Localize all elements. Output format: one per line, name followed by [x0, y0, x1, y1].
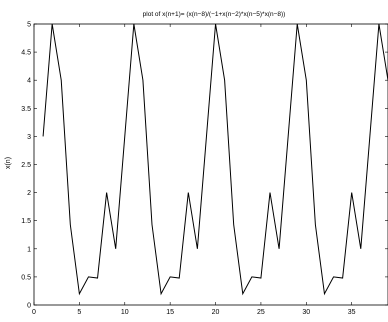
plot-frame [33, 23, 388, 306]
y-axis-label: x(n) [5, 157, 12, 169]
y-tick-label: 1.5 [21, 218, 31, 225]
y-tick-label: 1 [27, 246, 31, 253]
axis-ticks: 0 5 10 15 20 25 30 35 0 0.5 1 1.5 2 2.5 3 3.5 4 4.5 5 [21, 22, 388, 316]
x-tick-label: 30 [302, 309, 310, 316]
series-lines [42, 23, 388, 296]
y-tick-label: 5 [27, 22, 31, 29]
y-tick-label: 3.5 [21, 106, 31, 113]
x-tick-label: 35 [348, 309, 356, 316]
y-tick-label: 4.5 [21, 50, 31, 57]
y-tick-label: 2.5 [21, 162, 31, 169]
y-tick-label: 0 [27, 303, 31, 310]
y-tick-label: 4 [27, 78, 31, 85]
y-tick-label: 0.5 [21, 274, 31, 281]
series-line [42, 23, 388, 296]
x-tick-label: 25 [257, 309, 265, 316]
y-tick-label: 3 [27, 134, 31, 141]
y-tick-label: 2 [27, 190, 31, 197]
x-tick-label: 20 [212, 309, 220, 316]
x-tick-label: 15 [166, 309, 174, 316]
x-tick-label: 0 [32, 309, 36, 316]
x-tick-label: 10 [121, 309, 129, 316]
chart-title: plot of x(n+1)= (x(n−8)/(−1+x(n−2)*x(n−5… [143, 11, 286, 18]
x-tick-label: 5 [77, 309, 81, 316]
